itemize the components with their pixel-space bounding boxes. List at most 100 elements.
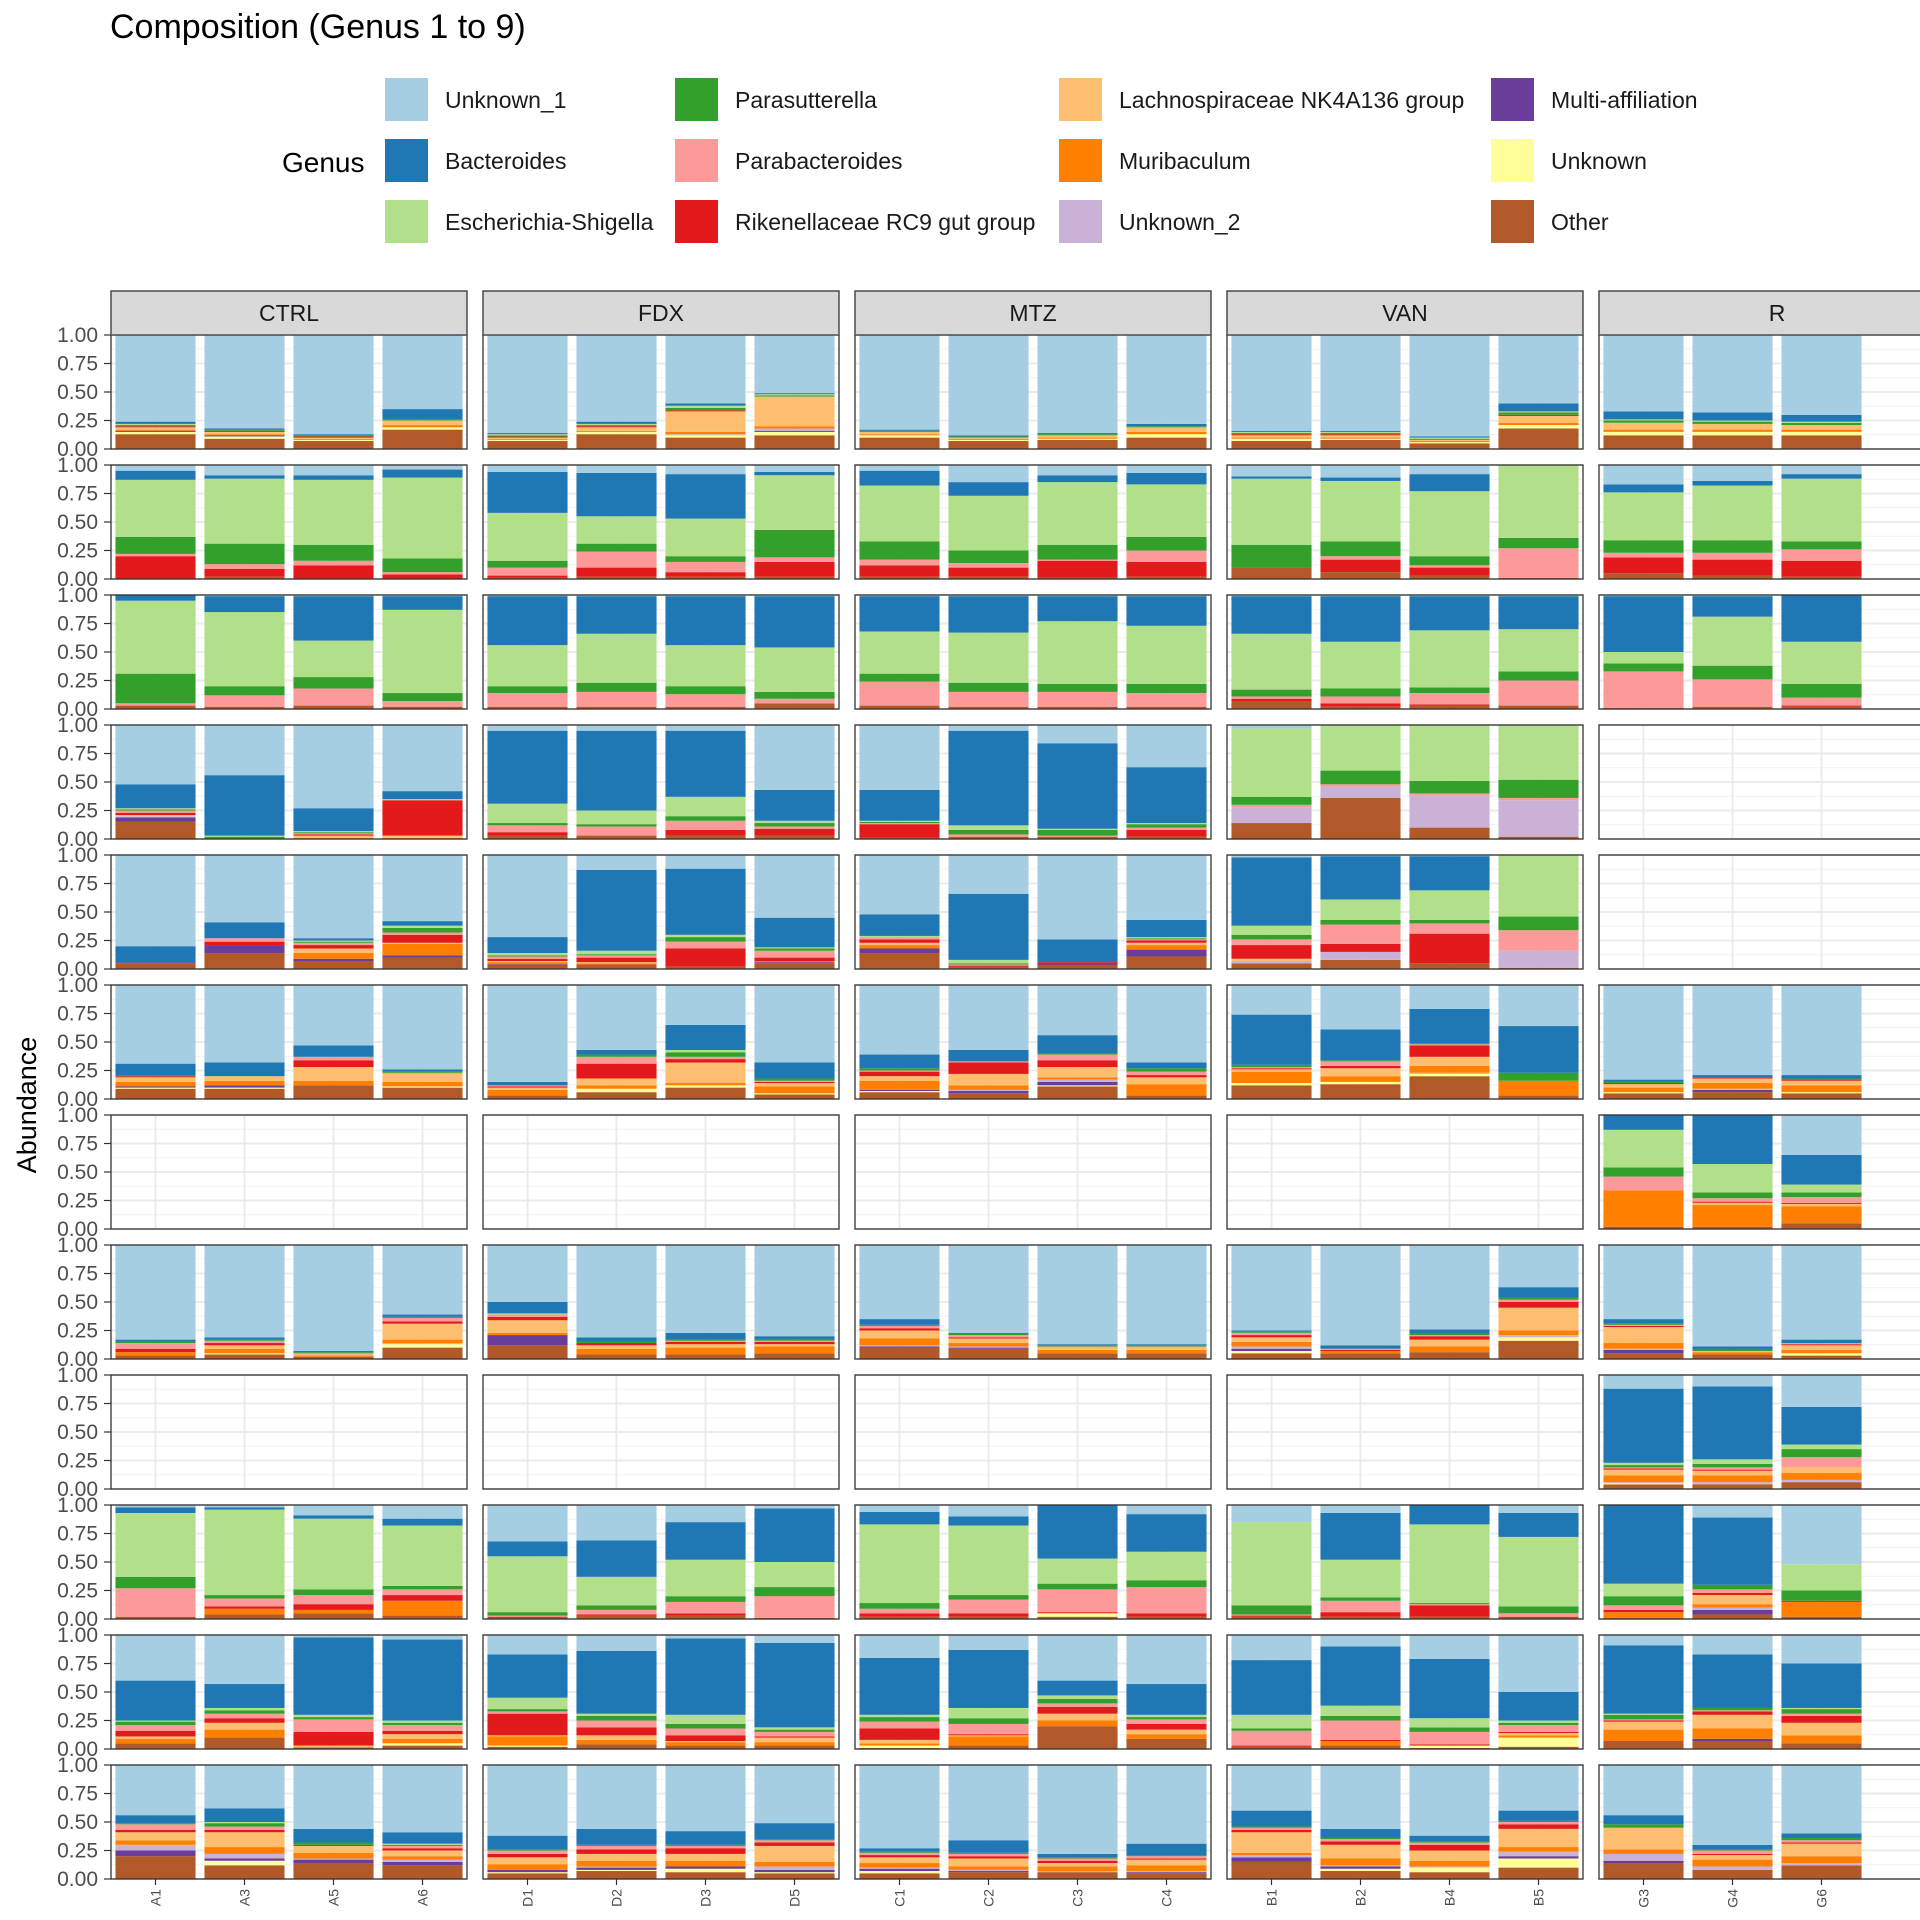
bar-segment-bacteroides (1126, 472, 1207, 485)
bar-segment-unknown-1 (665, 725, 746, 731)
bar-segment-lachnospiraceae-nk4a136-group (382, 420, 463, 426)
bar-segment-parabacteroides (293, 1719, 374, 1732)
bar-segment-escherichia-shigella (665, 1559, 746, 1597)
bar-segment-parasutterella (1409, 687, 1490, 694)
bar-segment-other (1692, 1226, 1773, 1229)
bar-segment-lachnospiraceae-nk4a136-group (1781, 1467, 1862, 1474)
bar-segment-parasutterella (1231, 544, 1312, 568)
bar-segment-rikenellaceae-rc9-gut-group (1126, 561, 1207, 577)
bar-segment-escherichia-shigella (1498, 465, 1579, 538)
bar-segment-other (487, 1873, 568, 1879)
bar-segment-escherichia-shigella (754, 1727, 835, 1730)
x-tick-label: B2 (1353, 1889, 1369, 1906)
bar-segment-rikenellaceae-rc9-gut-group (1603, 1609, 1684, 1613)
bar-segment-rikenellaceae-rc9-gut-group (859, 824, 940, 838)
bar-segment-unknown-2 (1320, 786, 1401, 798)
bar-segment-parasutterella (754, 1587, 835, 1597)
bar-segment-bacteroides (1037, 743, 1118, 829)
bar-segment-parasutterella (576, 1605, 657, 1610)
bar-segment-bacteroides (665, 1024, 746, 1050)
bar-segment-multi-affiliation (487, 1869, 568, 1873)
bar-segment-escherichia-shigella (754, 647, 835, 692)
bar-segment-parabacteroides (487, 825, 568, 833)
bar-segment-bacteroides (665, 403, 746, 406)
bar-segment-lachnospiraceae-nk4a136-group (1692, 1351, 1773, 1353)
bar-segment-lachnospiraceae-nk4a136-group (487, 1857, 568, 1865)
bar-segment-unknown-1 (1231, 465, 1312, 477)
bar-segment-escherichia-shigella (1037, 621, 1118, 684)
x-tick-label: G3 (1636, 1889, 1652, 1908)
bar-segment-bacteroides (576, 421, 657, 424)
bar-segment-parabacteroides (665, 1845, 746, 1849)
bar-segment-parasutterella (204, 1339, 285, 1341)
bar-segment-muribaculum (576, 1348, 657, 1355)
bar-segment-other (859, 1873, 940, 1879)
panel-mtz-d51 (854, 1764, 1212, 1880)
bar-segment-muribaculum (382, 1856, 463, 1860)
panel-mtz-d39 (854, 1634, 1212, 1750)
bar-segment-parabacteroides (293, 560, 374, 566)
bar-segment-rikenellaceae-rc9-gut-group (1320, 559, 1401, 573)
bar-segment-multi-affiliation (576, 1867, 657, 1870)
bar-segment-unknown-1 (1498, 1635, 1579, 1692)
bar-segment-bacteroides (754, 1336, 835, 1340)
legend-label-escherichia-shigella: Escherichia-Shigella (445, 209, 654, 235)
bar-segment-bacteroides (1603, 1815, 1684, 1825)
bar-segment-unknown-1 (487, 335, 568, 434)
bar-segment-unknown (1320, 1081, 1401, 1085)
bar-segment-escherichia-shigella (204, 835, 285, 837)
bar-segment-unknown-2 (1692, 1607, 1773, 1610)
bar-segment-other (1603, 1863, 1684, 1879)
bar-segment-bacteroides (859, 1054, 940, 1069)
bar-segment-unknown-1 (576, 335, 657, 422)
bar-segment-unknown (576, 431, 657, 435)
y-tick-label: 0.50 (57, 641, 98, 664)
bar-segment-unknown-1 (115, 985, 196, 1064)
bar-segment-rikenellaceae-rc9-gut-group (204, 1606, 285, 1609)
bar-segment-parasutterella (859, 673, 940, 682)
bar-segment-rikenellaceae-rc9-gut-group (1231, 434, 1312, 436)
bar-segment-escherichia-shigella (1320, 1705, 1401, 1716)
bar-segment-other (859, 1347, 940, 1359)
bar-segment-unknown-2 (1231, 961, 1312, 964)
bar-segment-unknown (1320, 1868, 1401, 1872)
bar-segment-bacteroides (382, 409, 463, 420)
bar-segment-multi-affiliation (754, 430, 835, 432)
bar-segment-muribaculum (1037, 1349, 1118, 1354)
bar-segment-lachnospiraceae-nk4a136-group (382, 1323, 463, 1340)
bar-segment-unknown-1 (1781, 1115, 1862, 1155)
bar-segment-unknown (382, 1743, 463, 1746)
bar-segment-rikenellaceae-rc9-gut-group (1231, 1068, 1312, 1070)
bar-segment-unknown-2 (1126, 1871, 1207, 1873)
panel-mtz-d02 (854, 594, 1212, 710)
bar-segment-rikenellaceae-rc9-gut-group (1409, 1744, 1490, 1746)
bar-segment-escherichia-shigella (1409, 725, 1490, 781)
bar-segment-parabacteroides (382, 1317, 463, 1322)
bar-segment-bacteroides (1409, 474, 1490, 492)
bar-segment-parasutterella (1320, 1597, 1401, 1601)
bar-segment-parabacteroides (293, 942, 374, 946)
bar-segment-other (487, 835, 568, 839)
bar-segment-other (1320, 439, 1401, 449)
bar-segment-parabacteroides (1409, 1335, 1490, 1337)
bar-segment-muribaculum (859, 1338, 940, 1346)
bar-segment-escherichia-shigella (293, 479, 374, 545)
bar-segment-escherichia-shigella (382, 799, 463, 801)
bar-segment-rikenellaceae-rc9-gut-group (115, 1829, 196, 1833)
bar-segment-bacteroides (665, 1522, 746, 1560)
bar-segment-muribaculum (487, 962, 568, 965)
bar-segment-rikenellaceae-rc9-gut-group (293, 1060, 374, 1068)
bar-segment-parabacteroides (487, 567, 568, 576)
bar-segment-lachnospiraceae-nk4a136-group (665, 1062, 746, 1084)
bar-segment-other (665, 1615, 746, 1619)
bar-segment-unknown-1 (948, 465, 1029, 483)
bar-segment-escherichia-shigella (859, 485, 940, 542)
bar-segment-parasutterella (1692, 1463, 1773, 1468)
bar-segment-other (1498, 428, 1579, 449)
bar-segment-escherichia-shigella (487, 645, 568, 687)
bar-segment-escherichia-shigella (948, 495, 1029, 551)
bar-segment-parabacteroides (948, 834, 1029, 837)
bar-segment-escherichia-shigella (1037, 828, 1118, 830)
bar-segment-rikenellaceae-rc9-gut-group (948, 1856, 1029, 1859)
